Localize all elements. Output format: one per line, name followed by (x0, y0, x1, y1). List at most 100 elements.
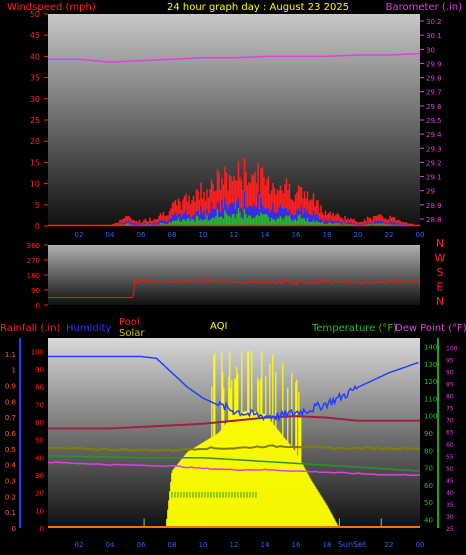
humidity-tick-label: 100 (31, 348, 44, 356)
wind-tick-label: 5 (35, 201, 40, 210)
baro-tick-label: 29.1 (426, 174, 442, 182)
rain-tick-label: 0.8 (5, 398, 16, 406)
hour-tick-label: 16 (292, 541, 301, 549)
dewpoint-axis-label: Dew Point (°F) (395, 323, 466, 334)
baro-tick-label: 29 (426, 188, 435, 196)
hour-tick-label: 00 (416, 231, 425, 239)
compass-letter: N (436, 295, 444, 308)
baro-tick-label: 30.1 (426, 32, 442, 40)
hour-tick-label: 14 (261, 231, 270, 239)
dewpoint-tick-label: 60 (446, 442, 454, 449)
rain-axis-label: Rainfall (.in) (0, 323, 61, 334)
hour-tick-label: 10 (199, 231, 208, 239)
humidity-tick-label: 20 (35, 490, 44, 498)
baro-tick-label: 29.4 (426, 131, 442, 139)
rain-tick-label: 0.9 (5, 383, 16, 391)
dewpoint-tick-label: 50 (446, 466, 454, 473)
humidity-tick-label: 10 (35, 507, 44, 515)
humidity-line (48, 355, 419, 423)
temp-tick-label: 100 (424, 413, 437, 421)
temp-tick-label: 50 (424, 499, 433, 507)
wind-tick-label: 10 (30, 180, 40, 189)
dewpoint-tick-label: 30 (446, 514, 454, 521)
pool-label: Pool (119, 317, 140, 328)
direction-tick-label: 180 (27, 272, 40, 280)
wind-tick-label: 25 (30, 116, 40, 125)
baro-tick-label: 29.9 (426, 60, 442, 68)
chart-title: 24 hour graph day : August 23 2025 (167, 2, 349, 13)
humidity-tick-label: 60 (35, 419, 44, 427)
baro-tick-label: 28.8 (426, 216, 442, 224)
hour-tick-label: 12 (230, 231, 239, 239)
hour-tick-label: 04 (106, 231, 115, 239)
temperature-trend-line (47, 455, 421, 472)
baro-tick-label: 29.5 (426, 117, 442, 125)
baro-tick-label: 30.2 (426, 18, 442, 26)
rain-tick-label: 0 (12, 525, 16, 533)
humidity-tick-label: 90 (35, 366, 44, 374)
temp-tick-label: 120 (424, 378, 437, 386)
humidity-tick-label: 70 (35, 401, 44, 409)
wind-axis-label: Windspeed (mph) (7, 2, 96, 13)
middle-panel (48, 245, 420, 305)
barometer-line (48, 52, 421, 63)
baro-tick-label: 29.2 (426, 159, 442, 167)
dewpoint-tick-label: 35 (446, 502, 454, 509)
baro-tick-label: 29.8 (426, 75, 442, 83)
compass-letter: N (436, 237, 444, 250)
wind-tick-label: 20 (30, 137, 40, 146)
wind-tick-label: 30 (30, 95, 40, 104)
dewpoint-tick-label: 95 (446, 358, 454, 365)
pool-line (47, 444, 421, 452)
wind-tick-label: 0 (35, 222, 40, 231)
baro-tick-label: 28.9 (426, 202, 442, 210)
humidity-tick-label: 30 (35, 472, 44, 480)
wind-tick-label: 40 (30, 52, 40, 61)
dewpoint-tick-label: 75 (446, 406, 454, 413)
rain-tick-label: 0.5 (5, 446, 16, 454)
humidity-tick-label: 0 (40, 525, 44, 533)
hour-tick-label: 08 (168, 231, 177, 239)
rain-tick-label: 0.3 (5, 478, 16, 486)
rain-tick-label: 0.7 (5, 414, 16, 422)
humidity-tick-label: 80 (35, 384, 44, 392)
direction-tick-label: 0 (36, 302, 40, 310)
temp-tick-label: 90 (424, 430, 433, 438)
direction-tick-label: 360 (27, 242, 40, 250)
hour-tick-label: 04 (106, 541, 115, 549)
sunset-label: SunSet (338, 540, 366, 549)
temp-tick-label: 60 (424, 482, 433, 490)
dewpoint-tick-label: 80 (446, 394, 454, 401)
temp-tick-label: 140 (424, 344, 437, 352)
dewpoint-tick-label: 85 (446, 382, 454, 389)
direction-tick-label: 90 (31, 287, 40, 295)
baro-tick-label: 29.3 (426, 145, 442, 153)
wind-direction-line (48, 277, 421, 298)
wind-tick-label: 45 (30, 31, 40, 40)
hour-tick-label: 06 (137, 541, 146, 549)
temp-tick-label: 40 (424, 516, 433, 524)
direction-tick-label: 270 (27, 257, 40, 265)
compass-letter: E (437, 281, 444, 294)
humidity-tick-label: 40 (35, 454, 44, 462)
wind-tick-label: 50 (30, 10, 40, 19)
wind-tick-label: 15 (30, 158, 40, 167)
humidity-tick-label: 50 (35, 437, 44, 445)
temperature-axis-label: Temperature (°F) (311, 323, 397, 334)
dewpoint-tick-label: 65 (446, 430, 454, 437)
hour-tick-label: 00 (416, 541, 425, 549)
rain-tick-label: 0.1 (5, 509, 16, 517)
humidity-axis-label: Humidity (66, 323, 111, 334)
rain-tick-label: 1.1 (5, 351, 16, 359)
baro-axis-label: Barometer (.in) (386, 2, 462, 13)
hour-tick-label: 16 (292, 231, 301, 239)
baro-tick-label: 29.6 (426, 103, 442, 111)
wind-tick-label: 35 (30, 74, 40, 83)
hour-tick-label: 20 (354, 231, 363, 239)
hour-tick-label: 18 (323, 231, 332, 239)
compass-letter: W (435, 252, 446, 265)
rain-tick-label: 0.4 (5, 462, 17, 470)
solar-label: Solar (119, 328, 145, 339)
dewpoint-tick-label: 40 (446, 490, 454, 497)
